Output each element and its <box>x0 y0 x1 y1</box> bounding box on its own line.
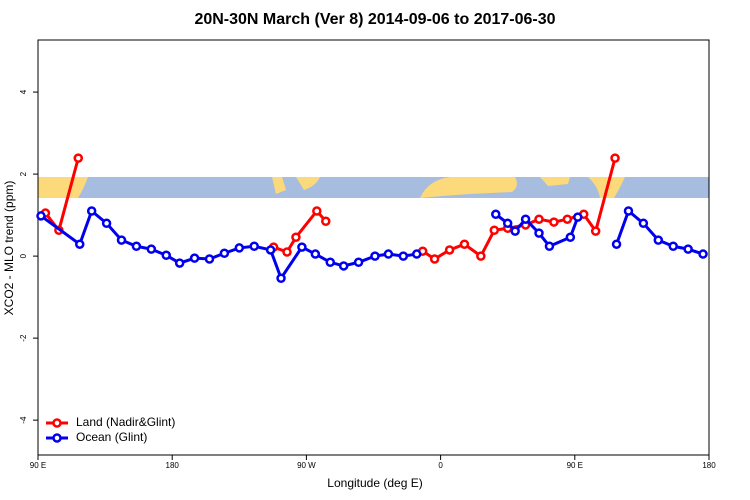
x-tick-label: 90 E <box>30 461 46 470</box>
point <box>219 248 230 258</box>
map-strip <box>38 177 709 198</box>
x-tick-label: 0 <box>438 461 443 470</box>
point <box>353 257 364 268</box>
point <box>520 214 531 224</box>
x-tick-label: 180 <box>166 461 180 470</box>
point <box>476 251 486 261</box>
point <box>234 243 245 253</box>
point <box>502 218 513 229</box>
y-tick-label: -2 <box>19 334 28 342</box>
point <box>429 254 440 264</box>
point <box>116 235 127 245</box>
point <box>174 258 185 268</box>
point <box>573 212 583 222</box>
point <box>36 211 46 221</box>
x-tick-label: 180 <box>702 461 716 470</box>
point <box>146 244 157 254</box>
point <box>623 206 634 216</box>
point <box>565 232 576 242</box>
point <box>282 247 292 257</box>
point <box>544 241 555 252</box>
point <box>101 218 112 229</box>
point <box>265 245 276 255</box>
point <box>638 218 649 229</box>
point <box>73 153 84 163</box>
point <box>510 226 520 236</box>
point <box>249 241 259 252</box>
x-tick-label: 90 W <box>297 461 316 470</box>
x-axis-label: Longitude (deg E) <box>327 476 422 490</box>
legend-label: Land (Nadir&Glint) <box>76 415 175 429</box>
point <box>204 254 215 264</box>
point <box>610 153 620 163</box>
point <box>312 206 322 216</box>
point <box>321 216 331 227</box>
point <box>383 249 394 259</box>
point <box>444 245 455 255</box>
y-tick-label: 2 <box>19 171 28 176</box>
point <box>338 261 349 271</box>
point <box>398 251 409 261</box>
point <box>549 217 559 227</box>
chart-title: 20N-30N March (Ver 8) 2014-09-06 to 2017… <box>194 11 555 28</box>
plot-frame <box>37 39 710 456</box>
point <box>562 214 573 224</box>
point <box>325 257 336 268</box>
point <box>86 206 97 216</box>
point <box>534 214 544 224</box>
point <box>459 239 470 249</box>
point <box>411 249 422 259</box>
point <box>653 235 664 245</box>
y-axis-label: XCO2 - MLO trend (ppm) <box>2 181 16 316</box>
y-tick-label: -4 <box>19 416 28 424</box>
point <box>370 251 380 261</box>
legend-label: Ocean (Glint) <box>76 430 147 444</box>
point <box>276 273 286 284</box>
point <box>131 241 142 252</box>
y-tick-label: 4 <box>19 89 28 94</box>
point <box>189 253 200 263</box>
legend-marker <box>52 418 62 428</box>
point <box>491 209 501 220</box>
point <box>310 249 321 259</box>
x-tick-label: 90 E <box>567 461 583 470</box>
point <box>291 232 301 242</box>
point <box>668 241 678 252</box>
point <box>534 228 544 238</box>
legend-marker <box>52 433 62 443</box>
point <box>590 226 601 236</box>
point <box>297 242 307 252</box>
point <box>683 244 693 254</box>
point <box>161 250 171 261</box>
point <box>698 249 708 259</box>
y-tick-label: 0 <box>19 253 28 258</box>
point <box>75 239 85 249</box>
point <box>611 239 622 249</box>
point <box>489 225 500 236</box>
